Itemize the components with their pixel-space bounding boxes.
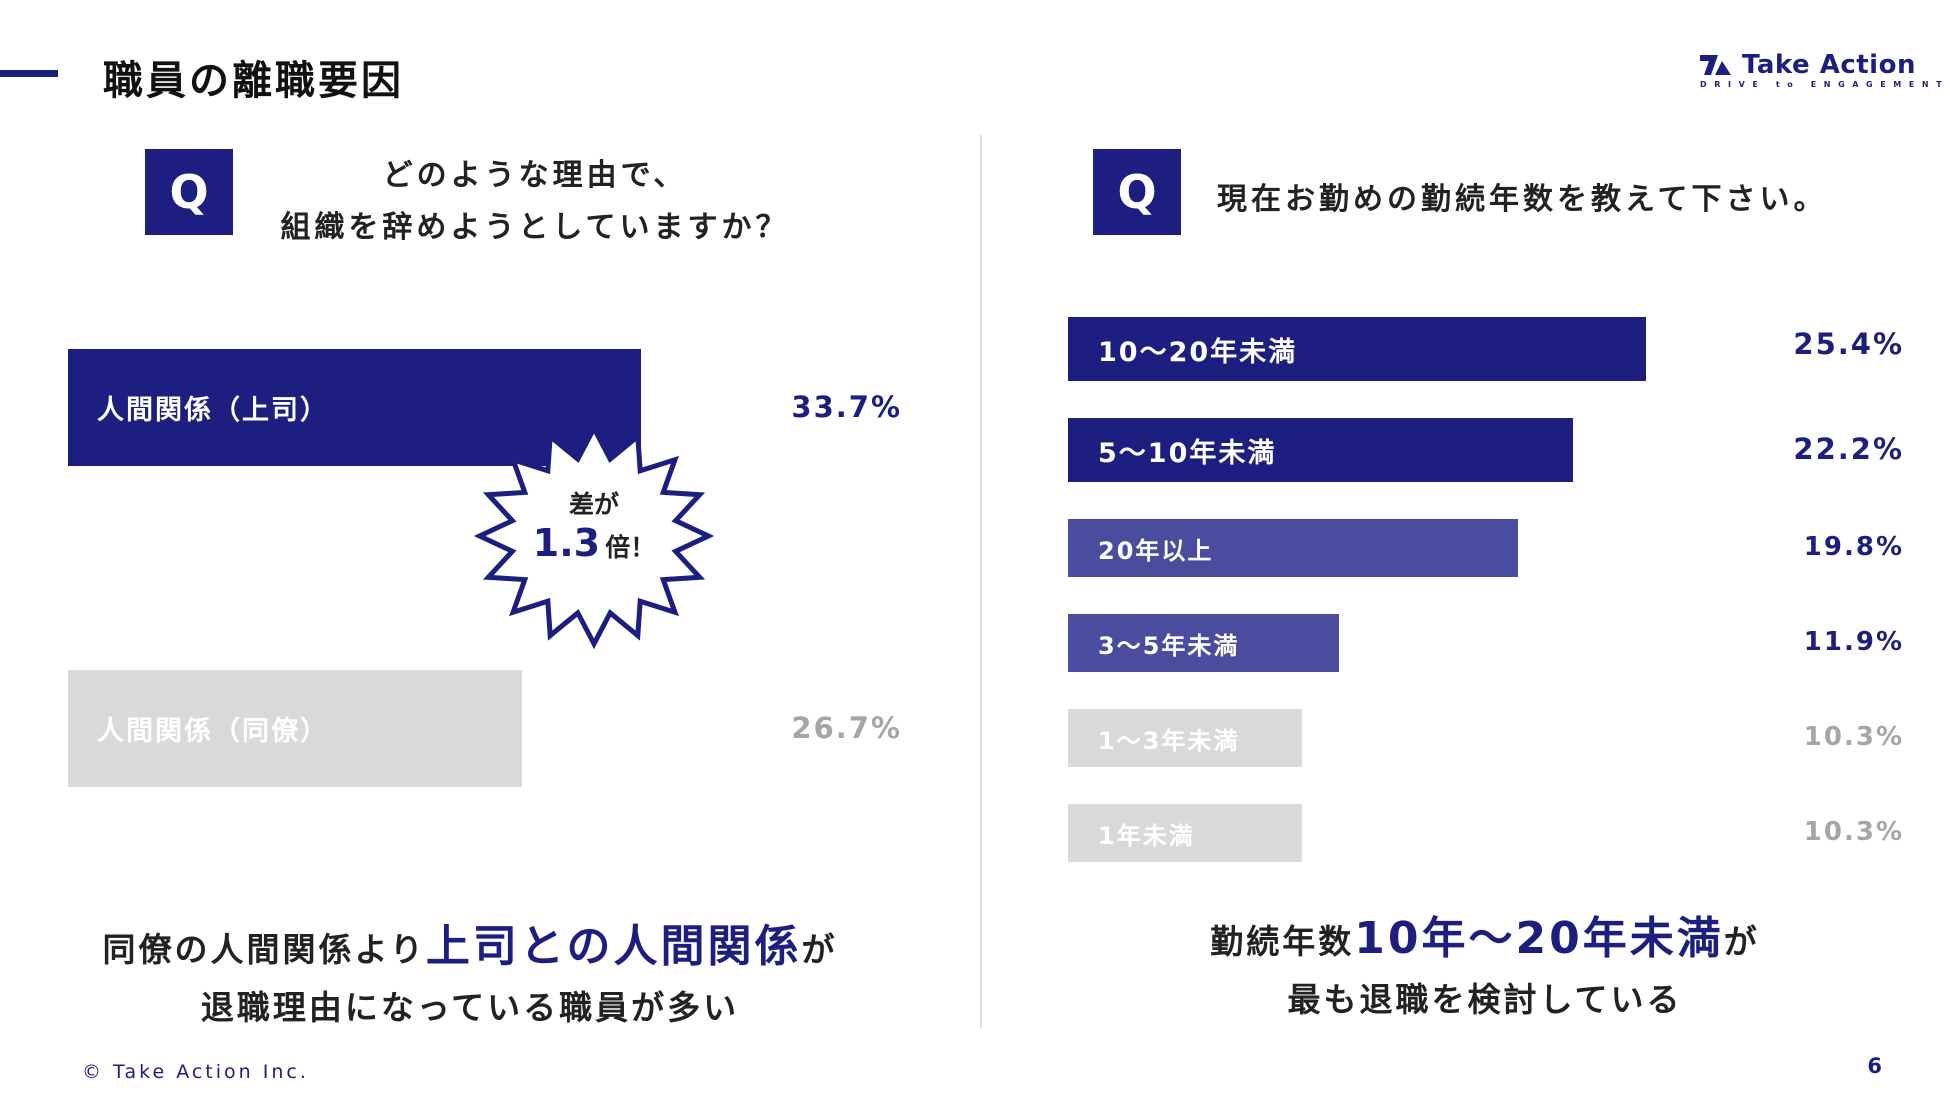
callout-number: 1.3 xyxy=(532,521,601,565)
left-bar-1: 人間関係（上司） xyxy=(68,349,641,466)
question-left: どのような理由で、 組織を辞めようとしていますか？ xyxy=(265,150,805,254)
q-badge-left: Q xyxy=(145,149,233,235)
summary-right-pre: 勤続年数 xyxy=(1210,922,1355,961)
summary-left: 同僚の人間関係より上司との人間関係が 退職理由になっている職員が多い xyxy=(60,918,880,1037)
left-bar-2: 人間関係（同僚） xyxy=(68,670,522,787)
right-bar-5: 1〜3年未満 xyxy=(1068,709,1302,767)
left-bar-label-2: 人間関係（同僚） xyxy=(97,716,329,747)
summary-left-post: が xyxy=(801,930,838,969)
right-value-label-1: 25.4% xyxy=(1793,327,1904,362)
right-value-label-5: 10.3% xyxy=(1803,721,1904,752)
right-value-label-3: 19.8% xyxy=(1803,531,1904,562)
right-bar-label-6: 1年未満 xyxy=(1098,821,1195,850)
right-value-label-4: 11.9% xyxy=(1803,626,1904,657)
page-title: 職員の離職要因 xyxy=(103,58,404,104)
callout-suffix: 倍！ xyxy=(605,533,656,562)
logo: Take Action DRIVE to ENGAGEMENT xyxy=(1700,50,1942,94)
right-bar-3: 20年以上 xyxy=(1068,519,1518,577)
right-bar-label-2: 5〜10年未満 xyxy=(1098,437,1277,469)
question-right: 現在お勤めの勤続年数を教えて下さい。 xyxy=(1217,182,1828,217)
summary-left-highlight: 上司との人間関係 xyxy=(425,921,802,972)
logo-name: Take Action xyxy=(1742,50,1916,80)
page-number: 6 xyxy=(1867,1054,1882,1078)
right-value-label-6: 10.3% xyxy=(1803,816,1904,847)
take-action-logo-icon xyxy=(1700,55,1731,75)
right-bar-2: 5〜10年未満 xyxy=(1068,418,1573,482)
summary-left-line2: 退職理由になっている職員が多い xyxy=(200,988,740,1027)
summary-right-line2: 最も退職を検討している xyxy=(1287,980,1683,1019)
right-value-label-2: 22.2% xyxy=(1793,432,1904,467)
left-bar-label-1: 人間関係（上司） xyxy=(97,395,329,426)
callout-line1: 差が xyxy=(568,490,619,519)
difference-callout: 差が 1.3 倍！ xyxy=(474,423,714,649)
column-divider xyxy=(980,135,982,1028)
q-badge-right: Q xyxy=(1093,149,1181,235)
summary-right: 勤続年数10年〜20年未満が 最も退職を検討している xyxy=(1000,910,1950,1029)
right-bar-1: 10〜20年未満 xyxy=(1068,317,1646,381)
summary-right-post: が xyxy=(1723,922,1760,961)
starburst-shape xyxy=(474,423,714,649)
summary-left-line1: 同僚の人間関係より上司との人間関係が xyxy=(60,918,880,979)
left-value-label-1: 33.7% xyxy=(791,389,902,424)
question-left-line1: どのような理由で、 xyxy=(382,158,688,193)
right-bar-6: 1年未満 xyxy=(1068,804,1302,862)
question-left-line2: 組織を辞めようとしていますか？ xyxy=(280,210,790,245)
summary-right-line1: 勤続年数10年〜20年未満が xyxy=(1000,910,1950,971)
right-bar-label-4: 3〜5年未満 xyxy=(1098,631,1240,660)
header-accent-rule xyxy=(0,70,58,77)
right-bar-label-1: 10〜20年未満 xyxy=(1098,336,1298,368)
left-value-label-2: 26.7% xyxy=(791,710,902,745)
right-bar-label-3: 20年以上 xyxy=(1098,536,1214,565)
callout-line2: 1.3 倍！ xyxy=(474,521,714,565)
summary-right-highlight: 10年〜20年未満 xyxy=(1354,913,1724,964)
right-bar-label-5: 1〜3年未満 xyxy=(1098,726,1240,755)
logo-tagline: DRIVE to ENGAGEMENT xyxy=(1700,80,1950,89)
summary-left-pre: 同僚の人間関係より xyxy=(102,930,426,969)
right-bar-4: 3〜5年未満 xyxy=(1068,614,1339,672)
copyright: © Take Action Inc. xyxy=(82,1061,309,1083)
